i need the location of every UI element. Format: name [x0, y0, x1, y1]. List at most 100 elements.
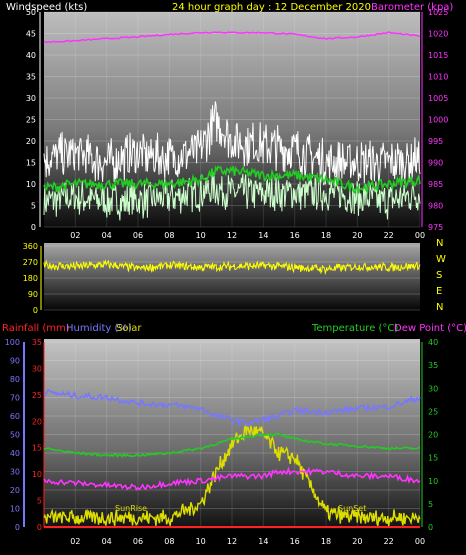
sunset-annotation: SunSet	[338, 504, 366, 513]
wind-tick-label: 40	[26, 51, 36, 60]
wind-x-tick-label: 02	[70, 231, 80, 240]
direction-tick-label: 180	[23, 274, 38, 283]
temp-x-tick-label: 10	[196, 537, 206, 546]
rainfall-tick-label: 10	[32, 470, 42, 479]
direction-panel-axes: 0 90 180 270 360	[23, 242, 42, 315]
temp-x-tick-label: 18	[321, 537, 331, 546]
compass-N-label: N	[436, 302, 443, 313]
temperature-tick-label: 15	[428, 454, 438, 463]
dewpoint-line	[43, 466, 421, 491]
temp-x-tick-label: 04	[102, 537, 112, 546]
temperature-tick-label: 0	[428, 523, 433, 532]
temp-x-tick-label: 20	[352, 537, 362, 546]
barometer-tick-label: 1025	[428, 8, 448, 17]
humidity-tick-label: 80	[10, 375, 20, 384]
temp-x-tick-label: 06	[133, 537, 143, 546]
barometer-label: Barometer (kpa)	[371, 2, 453, 13]
temperature-label: Temperature (°C)	[311, 323, 398, 334]
temp-x-tick-label: 08	[164, 537, 174, 546]
barometer-tick-label: 990	[428, 159, 443, 168]
rainfall-label: Rainfall (mm)	[2, 323, 70, 334]
direction-panel-background	[44, 243, 420, 310]
direction-tick-label: 360	[23, 242, 38, 251]
temp-x-tick-label: 16	[290, 537, 300, 546]
chart-title: 24 hour graph day : 12 December 2020	[172, 2, 371, 13]
wind-x-tick-label: 00	[415, 231, 425, 240]
wind-direction-trace	[43, 259, 421, 276]
temperature-tick-label: 30	[428, 384, 438, 393]
wind-x-tick-label: 08	[164, 231, 174, 240]
wind-tick-label: 5	[31, 202, 36, 211]
wind-tick-label: 25	[26, 116, 36, 125]
temperature-tick-label: 20	[428, 431, 438, 440]
rainfall-tick-label: 35	[32, 338, 42, 347]
direction-panel-series	[43, 259, 421, 276]
humidity-tick-label: 0	[15, 523, 20, 532]
wind-x-tick-label: 06	[133, 231, 143, 240]
humidity-line	[43, 388, 421, 428]
wind-x-tick-label: 10	[196, 231, 206, 240]
compass-E-label: E	[436, 286, 442, 297]
barometer-tick-label: 975	[428, 223, 443, 232]
barometer-tick-label: 1015	[428, 51, 448, 60]
humidity-tick-label: 70	[10, 394, 20, 403]
wind-tick-label: 30	[26, 94, 36, 103]
rainfall-tick-label: 30	[32, 364, 42, 373]
wind-x-tick-label: 20	[352, 231, 362, 240]
temp-x-tick-label: 22	[384, 537, 394, 546]
barometer-tick-label: 995	[428, 137, 443, 146]
solar-label: Solar	[116, 323, 142, 334]
humidity-tick-label: 20	[10, 486, 20, 495]
barometer-tick-label: 1020	[428, 30, 448, 39]
temperature-tick-label: 25	[428, 407, 438, 416]
humidity-tick-label: 90	[10, 357, 20, 366]
wind-tick-label: 10	[26, 180, 36, 189]
humidity-tick-label: 40	[10, 449, 20, 458]
temp-panel-axes: 0102030405060708090100051015202530350510…	[5, 338, 438, 546]
wind-x-tick-label: 12	[227, 231, 237, 240]
temp-panel-background	[44, 339, 420, 529]
temp-x-tick-label: 00	[415, 537, 425, 546]
compass-W-label: W	[436, 254, 446, 265]
temperature-tick-label: 5	[428, 500, 433, 509]
humidity-tick-label: 60	[10, 412, 20, 421]
windspeed-label: Windspeed (kts)	[6, 2, 87, 13]
rainfall-tick-label: 25	[32, 391, 42, 400]
temperature-tick-label: 35	[428, 361, 438, 370]
temperature-line	[44, 432, 421, 458]
humidity-tick-label: 100	[5, 338, 20, 347]
rainfall-tick-label: 5	[37, 497, 42, 506]
barometer-tick-label: 980	[428, 202, 443, 211]
rainfall-tick-label: 0	[37, 523, 42, 532]
barometer-tick-label: 1005	[428, 94, 448, 103]
sunrise-annotation: SunRise	[115, 504, 147, 513]
rainfall-tick-label: 15	[32, 444, 42, 453]
direction-tick-label: 270	[23, 258, 38, 267]
solar-line	[43, 425, 421, 529]
temp-x-tick-label: 02	[70, 537, 80, 546]
barometer-tick-label: 1000	[428, 116, 448, 125]
direction-tick-label: 0	[33, 306, 38, 315]
wind-tick-label: 35	[26, 73, 36, 82]
temp-x-tick-label: 14	[258, 537, 268, 546]
wind-x-tick-label: 14	[258, 231, 268, 240]
barometer-line	[43, 31, 421, 43]
windspeed-line	[43, 101, 421, 186]
temp-x-tick-label: 12	[227, 537, 237, 546]
humidity-tick-label: 50	[10, 431, 20, 440]
direction-panel-grid	[44, 245, 420, 311]
wind-panel-series	[43, 31, 421, 221]
wind-x-tick-label: 18	[321, 231, 331, 240]
wind-tick-label: 0	[31, 223, 36, 232]
barometer-tick-label: 1010	[428, 73, 448, 82]
rainfall-tick-label: 20	[32, 417, 42, 426]
compass-S-label: S	[436, 270, 442, 281]
wind-tick-label: 15	[26, 159, 36, 168]
wind-low-line	[43, 171, 421, 221]
wind-tick-label: 20	[26, 137, 36, 146]
wind-x-tick-label: 16	[290, 231, 300, 240]
barometer-tick-label: 985	[428, 180, 443, 189]
wind-x-tick-label: 22	[384, 231, 394, 240]
wind-tick-label: 45	[26, 30, 36, 39]
wind-x-tick-label: 04	[102, 231, 112, 240]
